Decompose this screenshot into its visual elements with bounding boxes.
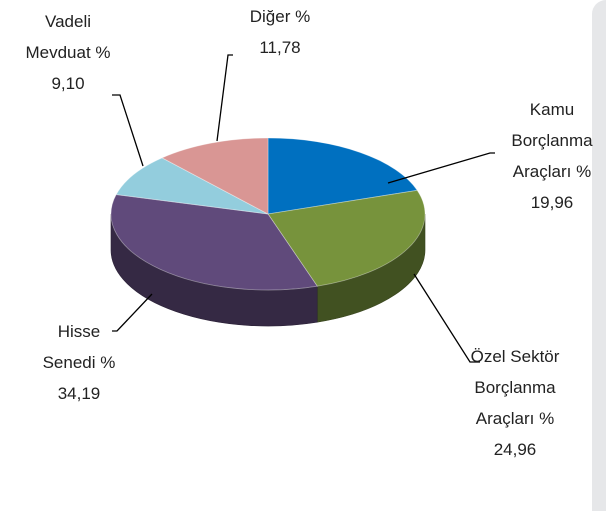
leader-line	[112, 293, 153, 332]
slice	[110, 194, 318, 291]
category-label: Özel Sektör Borçlanma Araçları	[470, 347, 560, 428]
value-label: % 34,19	[57, 353, 116, 403]
slice-label: Vadeli Mevduat % 9,10	[24, 6, 112, 99]
value-label: % 11,78	[259, 7, 311, 57]
slice	[267, 189, 426, 287]
slice-tops	[110, 137, 426, 291]
slice-label: Diğer % 11,78	[230, 1, 330, 63]
category-label: Diğer	[249, 7, 291, 26]
slice-label: Hisse Senedi % 34,19	[36, 316, 122, 409]
category-label: Vadeli Mevduat	[25, 12, 91, 62]
leader-line	[387, 152, 495, 184]
value-label: % 9,10	[51, 43, 111, 93]
slice-label: Kamu Borçlanma Araçları % 19,96	[500, 94, 604, 218]
value-label: % 24,96	[493, 409, 555, 459]
leader-line	[216, 54, 233, 142]
value-label: % 19,96	[530, 162, 592, 212]
category-label: Hisse Senedi	[42, 322, 101, 372]
leader-lines	[112, 54, 495, 363]
background-edge	[592, 0, 606, 511]
category-label: Kamu Borçlanma Araçları	[511, 100, 593, 181]
slice	[161, 137, 269, 215]
slice-label: Özel Sektör Borçlanma Araçları % 24,96	[466, 341, 564, 465]
leader-line	[112, 94, 144, 167]
slice	[267, 137, 418, 215]
slice	[115, 157, 269, 215]
leader-line	[413, 273, 480, 363]
